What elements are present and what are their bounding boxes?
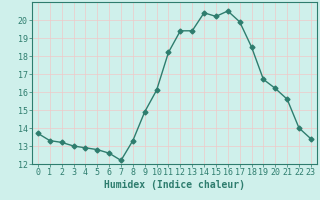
- X-axis label: Humidex (Indice chaleur): Humidex (Indice chaleur): [104, 180, 245, 190]
